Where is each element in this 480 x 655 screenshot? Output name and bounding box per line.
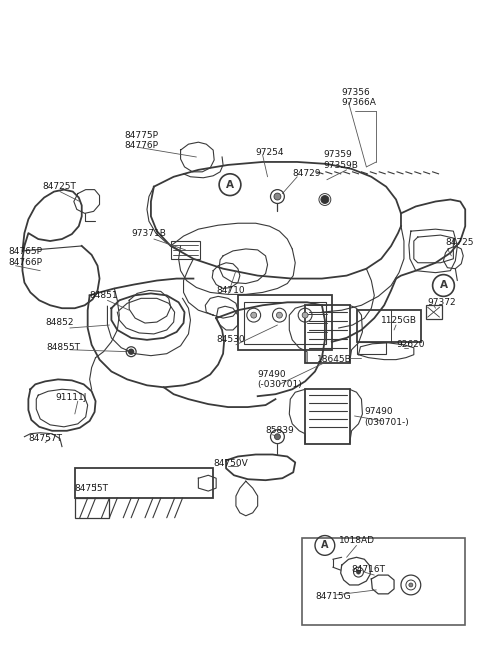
Bar — [305, 305, 349, 363]
Text: A: A — [226, 179, 234, 190]
Bar — [238, 295, 332, 350]
Bar — [426, 305, 442, 319]
Text: 84725: 84725 — [445, 238, 474, 248]
Text: A: A — [321, 540, 329, 550]
Text: 1125GB: 1125GB — [381, 316, 417, 325]
Text: 84757T: 84757T — [28, 434, 62, 443]
Text: 91111J: 91111J — [55, 393, 86, 402]
Text: 84715G: 84715G — [315, 592, 350, 601]
Text: 97371B: 97371B — [131, 229, 166, 238]
Text: 97372: 97372 — [428, 298, 456, 307]
Text: 97356
97366A: 97356 97366A — [342, 88, 376, 107]
Circle shape — [276, 312, 282, 318]
Bar — [357, 310, 421, 342]
Text: 84755T: 84755T — [75, 483, 109, 493]
Circle shape — [302, 312, 308, 318]
Text: 84855T: 84855T — [46, 343, 80, 352]
Text: 84716T: 84716T — [351, 565, 385, 574]
Text: 85839: 85839 — [265, 426, 294, 436]
Text: 84851: 84851 — [90, 291, 118, 300]
Circle shape — [321, 196, 329, 204]
Circle shape — [275, 434, 280, 440]
Text: 92620: 92620 — [396, 341, 424, 349]
Bar — [305, 389, 349, 443]
Bar — [75, 468, 213, 498]
Bar — [357, 342, 386, 354]
Text: A: A — [440, 280, 447, 291]
Circle shape — [274, 193, 281, 200]
Circle shape — [357, 570, 360, 574]
Text: 84729: 84729 — [292, 169, 321, 178]
Text: 84725T: 84725T — [42, 182, 76, 191]
Bar — [302, 538, 465, 624]
Text: 84852: 84852 — [45, 318, 73, 327]
Text: 84530: 84530 — [216, 335, 245, 345]
Text: 97490
(030701-): 97490 (030701-) — [364, 407, 409, 426]
Text: 1018AD: 1018AD — [339, 536, 375, 545]
Text: 97254: 97254 — [256, 147, 284, 157]
Circle shape — [129, 349, 133, 354]
Circle shape — [409, 583, 413, 587]
Bar — [171, 241, 200, 259]
Bar — [75, 498, 109, 517]
Text: 84765P
84766P: 84765P 84766P — [9, 247, 43, 267]
Text: 84750V: 84750V — [213, 459, 248, 468]
Text: 84710: 84710 — [216, 286, 245, 295]
Text: 18645B: 18645B — [317, 355, 351, 364]
Text: 84775P
84776P: 84775P 84776P — [124, 130, 158, 150]
Text: 97359
97359B: 97359 97359B — [323, 150, 358, 170]
Text: 97490
(-030701): 97490 (-030701) — [258, 369, 302, 389]
Bar — [244, 303, 326, 344]
Circle shape — [251, 312, 257, 318]
